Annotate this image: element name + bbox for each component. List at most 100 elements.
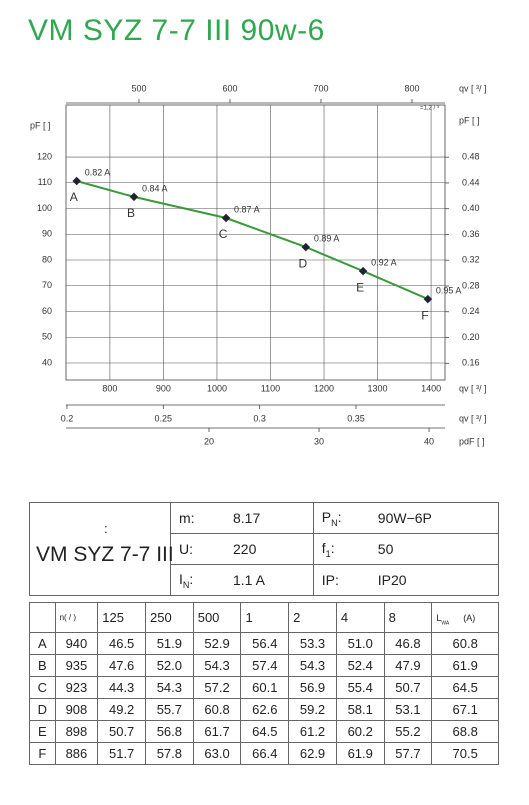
axis-label: qv [ ³/ ] [459, 413, 487, 423]
key-colon: : [189, 570, 194, 587]
cell: 61.9 [335, 742, 385, 765]
spec-key: U: [170, 533, 225, 565]
row-label: B [29, 654, 56, 677]
header-cell: 250 [145, 602, 194, 633]
data-row: A 940 46.5 51.9 52.9 56.4 53.3 51.0 46.8 60.8 [29, 632, 499, 655]
key: f [321, 539, 326, 556]
axis-tick-label: 40 [424, 436, 434, 446]
axis-tick-label: 800 [404, 83, 419, 93]
data-row: E 898 50.7 56.8 61.7 64.5 61.2 60.2 55.2 68.8 [29, 720, 499, 743]
point [358, 266, 368, 276]
key-sub: N [331, 517, 338, 528]
cell: 57.7 [383, 742, 433, 765]
spec-key: IN: [170, 564, 225, 596]
axis-tick-label: 20 [204, 436, 214, 446]
spec-value: 90W−6P [369, 502, 499, 534]
header-cell: 500 [192, 602, 242, 633]
spec-key: IP: [312, 564, 370, 596]
cell: 64.5 [431, 676, 499, 699]
cell: 61.2 [288, 720, 337, 743]
row-label: E [29, 720, 56, 743]
point-annotation: 0.92 A [371, 257, 397, 267]
point-label: A [70, 190, 78, 204]
cell: 908 [54, 698, 99, 721]
colon: : [104, 521, 108, 536]
point-annotation: 0.95 A [436, 286, 462, 296]
y2-axis-label: pF [ ] [459, 115, 480, 125]
axis-label: pdF [ ] [459, 436, 485, 446]
chart: 40 50 60 70 80 90 100 110 120 0.16 0.20 0.24 0.28 0.3… [30, 83, 487, 446]
x-tick-label: 800 [102, 383, 117, 393]
cell: 50.7 [383, 676, 433, 699]
y2-tick-label: 0.24 [462, 306, 480, 316]
cell: 51.9 [145, 632, 194, 655]
curve [76, 180, 429, 301]
spec-value: 8.17 [225, 502, 314, 534]
model-cell: : VM SYZ 7-7 III [29, 502, 174, 596]
cell: 59.2 [288, 698, 337, 721]
cell: 56.9 [288, 676, 337, 699]
cell: 70.5 [431, 742, 499, 765]
axis-tick-label: 700 [313, 83, 328, 93]
cell: 61.9 [431, 654, 499, 677]
row-label: A [29, 632, 56, 655]
cell: 57.2 [192, 676, 242, 699]
key: I [179, 570, 183, 587]
axis-label: qv [ ³/ ] [459, 83, 487, 93]
row-label: C [29, 676, 56, 699]
spec-key: f1: [312, 533, 370, 565]
header-cell: n( / ) [54, 602, 99, 633]
spec-value: IP20 [369, 564, 499, 596]
x-tick-label: 1400 [421, 383, 441, 393]
key: P [321, 508, 332, 525]
key-sub: N [182, 579, 190, 590]
spec-row: IN: 1.1 A IP: IP20 [30, 564, 499, 596]
cell: 60.8 [192, 698, 242, 721]
point-label: B [127, 206, 135, 220]
key: IP: [321, 572, 339, 588]
cell: 67.1 [431, 698, 499, 721]
cell: 56.8 [145, 720, 194, 743]
y-tick-label: 80 [42, 254, 52, 264]
y2-tick-label: 0.40 [462, 203, 480, 213]
x-tick-label: 1200 [314, 383, 334, 393]
cell: 886 [54, 742, 99, 765]
point [72, 176, 81, 186]
row-label: D [29, 698, 56, 721]
cell: 50.7 [97, 720, 146, 743]
cell: 54.3 [145, 676, 194, 699]
cell: 54.3 [192, 654, 242, 677]
spec-value: 220 [225, 533, 314, 565]
axis-tick-label: 0.25 [155, 413, 173, 423]
cell: 63.0 [192, 742, 242, 765]
x-tick-label: 1300 [368, 383, 388, 393]
cell: 55.2 [383, 720, 433, 743]
y2-tick-label: 0.28 [462, 280, 480, 290]
x-tick-label: 1000 [207, 383, 227, 393]
axis-tick-label: 0.3 [253, 413, 266, 423]
point [129, 192, 139, 202]
page-title: VM SYZ 7-7 III 90w-6 [28, 14, 325, 47]
data-row: B 935 47.6 52.0 54.3 57.4 54.3 52.4 47.9 61.9 [29, 654, 499, 677]
header-cell [29, 602, 56, 633]
cell: 46.5 [97, 632, 146, 655]
cell: 58.1 [335, 698, 385, 721]
spec-key: m: [170, 502, 225, 534]
cell: 51.7 [97, 742, 146, 765]
cell: 56.4 [240, 632, 290, 655]
y2-tick-label: 0.48 [462, 152, 480, 162]
spec-value: 1.1 A [225, 564, 314, 596]
plot-frame [65, 104, 446, 381]
point-label: C [219, 227, 228, 241]
axis-tick-label: 0.2 [61, 413, 74, 423]
cell: 52.4 [335, 654, 385, 677]
lwa-unit: (A) [463, 612, 476, 623]
spec-table: : VM SYZ 7-7 III m: 8.17 PN: 90W−6P U: 220 f1… [29, 502, 499, 596]
cell: 935 [54, 654, 99, 677]
key-colon: : [337, 508, 342, 525]
point-label: E [356, 280, 364, 294]
y-tick-label: 70 [42, 280, 52, 290]
key: m: [179, 510, 195, 526]
key: U: [179, 541, 193, 557]
